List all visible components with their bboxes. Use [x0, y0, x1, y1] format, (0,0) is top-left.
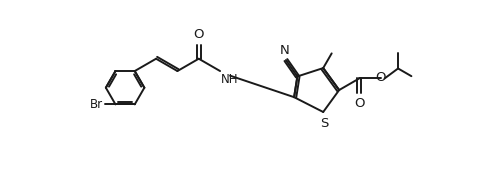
Text: O: O	[354, 97, 364, 110]
Text: O: O	[376, 71, 386, 84]
Text: S: S	[320, 117, 328, 130]
Text: NH: NH	[221, 73, 238, 86]
Text: Br: Br	[90, 98, 103, 111]
Text: O: O	[193, 28, 204, 41]
Text: N: N	[280, 44, 290, 57]
